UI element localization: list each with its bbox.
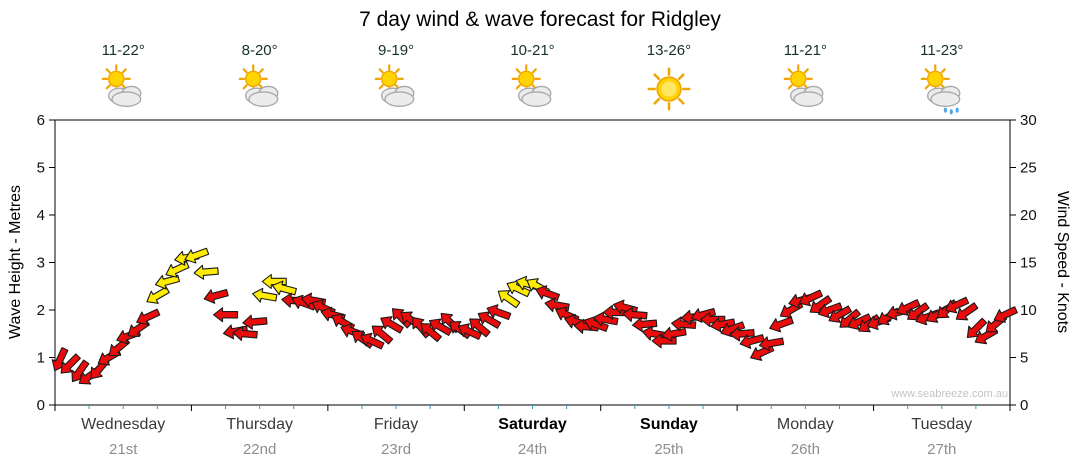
wind-arrow — [798, 289, 824, 307]
day-name-label: Monday — [776, 416, 834, 433]
day-name-label: Sunday — [640, 416, 698, 433]
wind-arrow — [700, 311, 726, 328]
wind-arrow — [232, 325, 258, 342]
wind-arrow — [261, 273, 287, 290]
day-date-label: 22nd — [242, 441, 277, 458]
left-axis-tick-label: 0 — [37, 397, 45, 414]
right-axis-tick-label: 15 — [1020, 255, 1037, 272]
wind-arrow — [136, 308, 161, 326]
watermark: www.seabreeze.com.au — [891, 388, 1008, 400]
wind-arrow — [828, 305, 853, 323]
day-temp: 8-20° — [241, 42, 278, 59]
wind-arrow — [184, 247, 210, 264]
wind-arrow — [632, 316, 658, 333]
wind-arrow — [428, 318, 453, 336]
wind-arrow — [896, 299, 921, 316]
wind-arrow — [535, 285, 561, 302]
wind-arrow — [165, 261, 190, 278]
right-axis-tick-label: 5 — [1020, 350, 1028, 367]
left-axis-tick-label: 4 — [37, 207, 45, 224]
right-axis-tick-label: 10 — [1020, 302, 1037, 319]
day-date-label: 27th — [927, 441, 957, 458]
wind-arrow — [955, 302, 979, 321]
wind-arrow — [690, 308, 717, 323]
right-axis-label: Wind Speed - Knots — [1054, 190, 1071, 334]
left-axis-tick-label: 6 — [37, 112, 45, 129]
plot-frame — [54, 119, 1011, 406]
wind-arrow — [993, 306, 1018, 323]
right-axis-tick-label: 0 — [1020, 397, 1028, 414]
wind-arrow — [847, 313, 872, 331]
day-temp: 13-26° — [646, 42, 692, 59]
wind-arrow — [380, 316, 404, 334]
wind-arrow — [769, 316, 794, 333]
wind-arrow — [371, 325, 394, 345]
right-axis-tick-label: 25 — [1020, 160, 1037, 177]
wind-arrow — [457, 323, 482, 340]
day-date-label: 23rd — [381, 441, 412, 458]
left-axis-tick-label: 3 — [37, 255, 45, 272]
wind-arrow — [146, 286, 170, 304]
wind-arrow — [944, 296, 970, 314]
day-date-label: 25th — [654, 441, 684, 458]
day-name-label: Friday — [373, 416, 419, 433]
day-name-label: Saturday — [498, 416, 567, 433]
day-name-label: Tuesday — [911, 416, 973, 433]
wind-arrow — [360, 332, 385, 350]
day-temp: 11-22° — [101, 42, 145, 59]
day-date-label: 26th — [790, 441, 820, 458]
wind-arrow — [817, 302, 843, 319]
wind-arrow — [154, 274, 181, 290]
wind-arrow — [739, 334, 765, 349]
day-date-label: 21st — [109, 441, 138, 458]
day-temp: 10-21° — [510, 42, 555, 59]
left-axis-tick-label: 2 — [37, 302, 45, 319]
chart-title: 7 day wind & wave forecast for Ridgley — [359, 8, 721, 31]
left-axis-tick-label: 1 — [37, 350, 45, 367]
wind-arrow — [242, 314, 268, 330]
right-axis-tick-label: 20 — [1020, 207, 1037, 224]
right-axis-tick-label: 30 — [1020, 112, 1037, 129]
left-axis-tick-label: 5 — [37, 160, 45, 177]
day-temp: 11-23° — [920, 42, 964, 59]
wind-arrow — [486, 304, 512, 321]
day-name-label: Thursday — [226, 416, 293, 433]
wind-arrow — [497, 290, 521, 309]
left-axis-label: Wave Height - Metres — [7, 184, 24, 340]
day-date-label: 24th — [517, 441, 548, 458]
wind-arrow — [212, 307, 239, 323]
wind-arrow — [651, 333, 677, 349]
wind-arrow — [203, 289, 229, 304]
wind-arrow — [758, 336, 785, 352]
wind-arrow — [193, 264, 219, 280]
day-temp: 9-19° — [378, 42, 415, 59]
wind-arrow — [729, 326, 755, 342]
wind-arrow — [710, 317, 736, 333]
day-name-label: Wednesday — [81, 416, 166, 433]
wind-arrow — [252, 287, 278, 303]
day-temp: 11-21° — [783, 42, 827, 59]
wind-arrow — [271, 280, 297, 296]
